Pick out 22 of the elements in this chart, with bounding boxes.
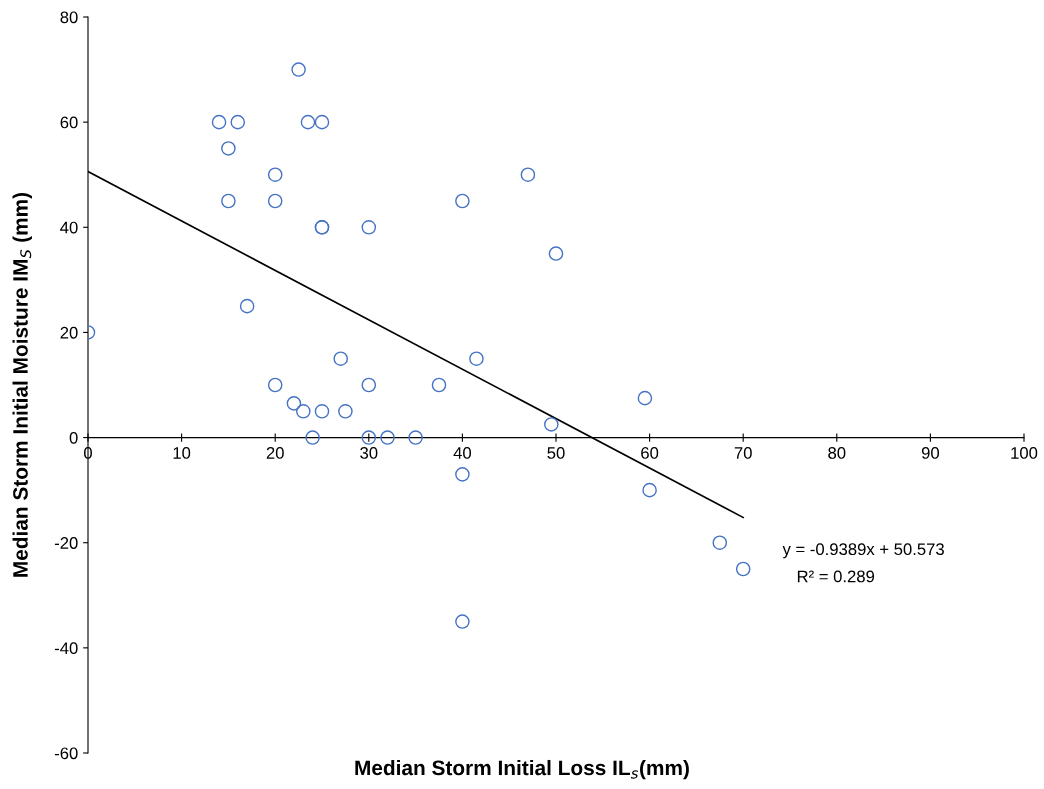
y-tick-label: -40 [54, 642, 78, 655]
y-axis-title: Median Storm Initial Moisture IM$_{S}$ (mm) [12, 192, 32, 577]
x-axis-title: Median Storm Initial Loss IL$_{s}$(mm) [355, 759, 689, 780]
x-tick-label: 20 [266, 447, 284, 459]
y-tick-label: 0 [69, 431, 78, 444]
x-tick-label: 10 [173, 447, 191, 459]
x-tick-label: 80 [828, 447, 846, 459]
y-tick-label: 20 [60, 326, 78, 339]
y-tick-label: 40 [60, 221, 78, 234]
x-tick-label: 60 [641, 447, 659, 459]
x-tick-label: 90 [921, 447, 940, 459]
x-tick-label: 100 [1011, 447, 1038, 459]
y-tick-label: 60 [60, 116, 78, 129]
x-tick-label: 40 [453, 447, 472, 459]
annotation: y = -0.9389x + 50.573 [782, 543, 944, 559]
y-tick-label: -60 [54, 747, 78, 760]
x-tick-label: 30 [360, 447, 378, 459]
annotation: R² = 0.289 [797, 570, 875, 583]
y-tick-label: -20 [54, 537, 78, 549]
x-tick-label: 70 [734, 447, 752, 459]
x-tick-label: 50 [547, 447, 565, 459]
y-tick-label: 80 [60, 11, 78, 24]
